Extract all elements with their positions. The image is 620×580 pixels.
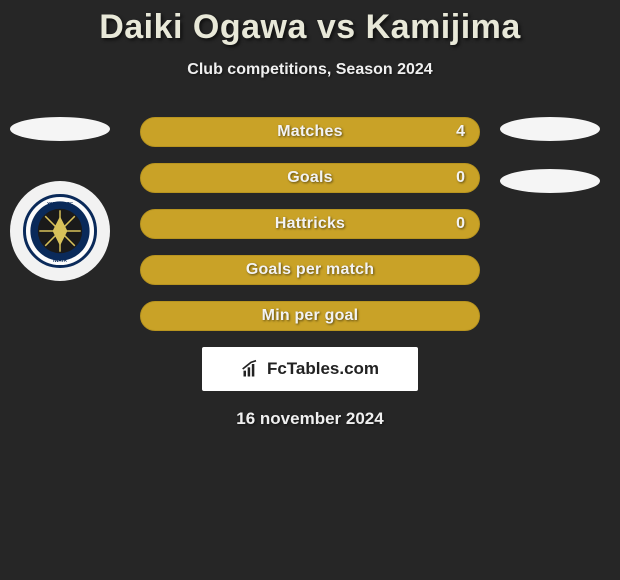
stat-bars: Matches 4 Goals 0 Hattricks 0 Goals per … <box>140 117 480 331</box>
comparison-panel: YAMAHA FC IWATA Matches 4 Goals 0 Hattri… <box>0 117 620 429</box>
page-title: Daiki Ogawa vs Kamijima <box>0 0 620 47</box>
footer-date: 16 november 2024 <box>0 409 620 429</box>
stat-label: Min per goal <box>141 307 479 325</box>
stat-bar-goals-per-match: Goals per match <box>140 255 480 285</box>
player-placeholder-right-1 <box>500 117 600 141</box>
stat-label: Goals per match <box>141 261 479 279</box>
club-crest-left: YAMAHA FC IWATA <box>10 181 110 281</box>
chart-icon <box>241 359 261 379</box>
stat-value: 0 <box>456 169 465 187</box>
stat-label: Matches <box>141 123 479 141</box>
stat-value: 0 <box>456 215 465 233</box>
stat-bar-min-per-goal: Min per goal <box>140 301 480 331</box>
brand-text: FcTables.com <box>267 359 379 379</box>
stat-bar-matches: Matches 4 <box>140 117 480 147</box>
svg-text:YAMAHA FC: YAMAHA FC <box>47 201 74 206</box>
subtitle: Club competitions, Season 2024 <box>0 61 620 79</box>
stat-bar-hattricks: Hattricks 0 <box>140 209 480 239</box>
svg-text:IWATA: IWATA <box>53 258 67 263</box>
stat-value: 4 <box>456 123 465 141</box>
stat-bar-goals: Goals 0 <box>140 163 480 193</box>
brand-box: FcTables.com <box>202 347 418 391</box>
stat-label: Goals <box>141 169 479 187</box>
player-placeholder-left <box>10 117 110 141</box>
stat-label: Hattricks <box>141 215 479 233</box>
left-player-column: YAMAHA FC IWATA <box>10 117 110 281</box>
player-placeholder-right-2 <box>500 169 600 193</box>
right-player-column <box>500 117 600 193</box>
crest-icon: YAMAHA FC IWATA <box>23 194 97 268</box>
